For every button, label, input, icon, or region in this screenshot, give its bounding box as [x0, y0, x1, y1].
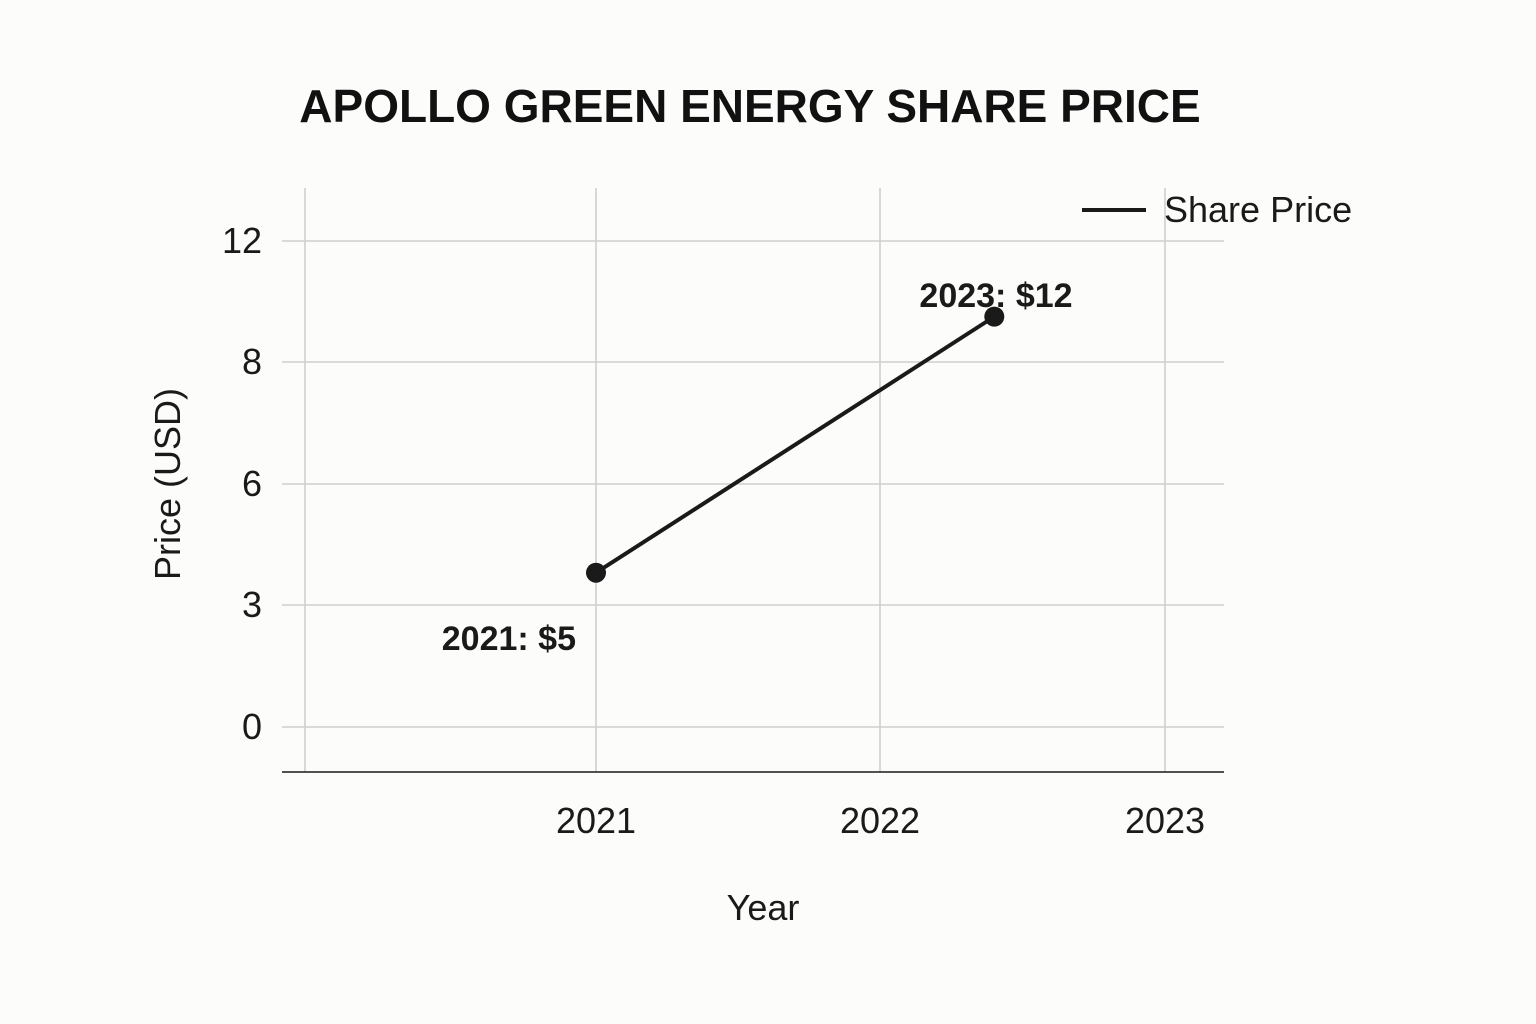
- chart-title: APOLLO GREEN ENERGY SHARE PRICE: [299, 80, 1200, 132]
- y-tick-label: 3: [242, 584, 262, 625]
- y-tick-label: 6: [242, 463, 262, 504]
- data-point: [586, 562, 606, 583]
- x-tick-label: 2022: [840, 800, 920, 841]
- y-tick-label: 8: [242, 341, 262, 382]
- x-axis-label: Year: [727, 887, 800, 928]
- x-tick-label: 2023: [1125, 800, 1205, 841]
- series-share-price: [586, 306, 1005, 583]
- y-axis-label: Price (USD): [147, 388, 188, 580]
- x-tick-label: 2021: [556, 800, 636, 841]
- data-point: [984, 306, 1005, 327]
- data-label-2023: 2023: $12: [919, 277, 1072, 315]
- grid: [282, 188, 1224, 772]
- y-tick-label: 12: [222, 220, 262, 261]
- text-layer: APOLLO GREEN ENERGY SHARE PRICE 2021 202…: [147, 80, 1352, 928]
- legend-label: Share Price: [1164, 189, 1352, 230]
- data-label-2021: 2021: $5: [442, 620, 576, 658]
- series-line: [594, 314, 997, 575]
- y-tick-label: 0: [242, 706, 262, 747]
